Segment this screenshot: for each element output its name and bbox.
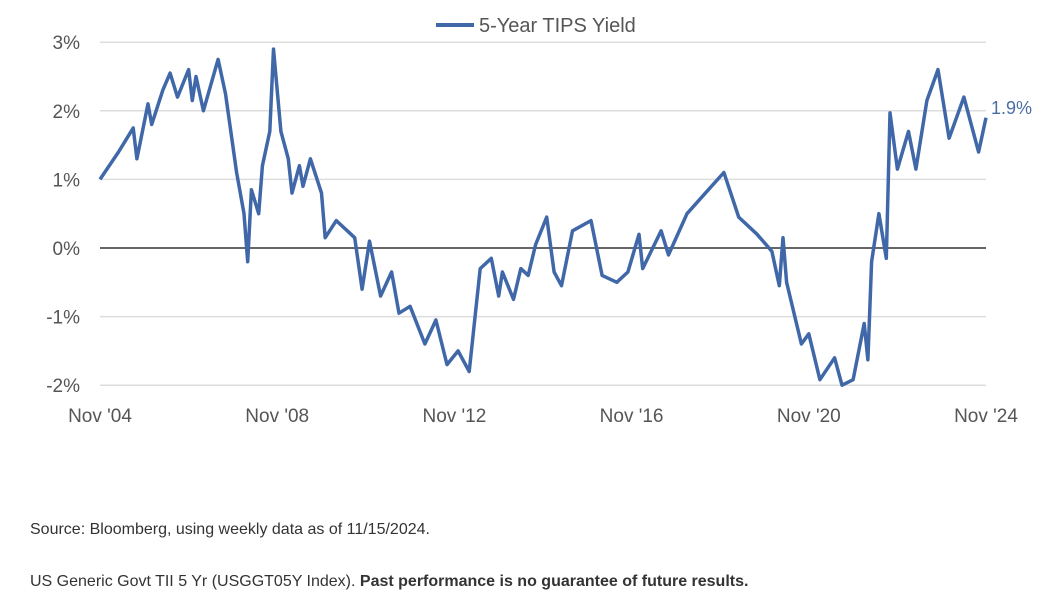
y-tick-label: 2% xyxy=(53,102,81,123)
end-value-label: 1.9% xyxy=(991,98,1032,118)
y-tick-label: 0% xyxy=(53,239,81,260)
legend: 5-Year TIPS Yield xyxy=(436,15,636,37)
line-chart: 3% 2% 1% 0% -1% -2% Nov '04 Nov '08 Nov '12 Nov … xyxy=(46,15,1032,427)
x-tick-label: Nov '24 xyxy=(954,406,1018,427)
index-note: US Generic Govt TII 5 Yr (USGGT05Y Index… xyxy=(30,573,748,591)
x-tick-label: Nov '08 xyxy=(245,406,309,427)
source-note: Source: Bloomberg, using weekly data as … xyxy=(30,521,430,538)
legend-label: 5-Year TIPS Yield xyxy=(479,15,636,37)
y-tick-label: -1% xyxy=(46,308,80,329)
x-tick-label: Nov '16 xyxy=(600,406,664,427)
y-tick-label: 3% xyxy=(53,33,81,54)
index-text: US Generic Govt TII 5 Yr (USGGT05Y Index… xyxy=(30,573,360,590)
x-tick-label: Nov '20 xyxy=(777,406,841,427)
y-tick-label: -2% xyxy=(46,376,80,397)
y-tick-label: 1% xyxy=(53,170,81,191)
x-tick-label: Nov '12 xyxy=(422,406,486,427)
disclaimer: Past performance is no guarantee of futu… xyxy=(359,573,749,590)
x-tick-label: Nov '04 xyxy=(68,406,132,427)
series-line-5-year-tips-yield xyxy=(98,47,988,387)
